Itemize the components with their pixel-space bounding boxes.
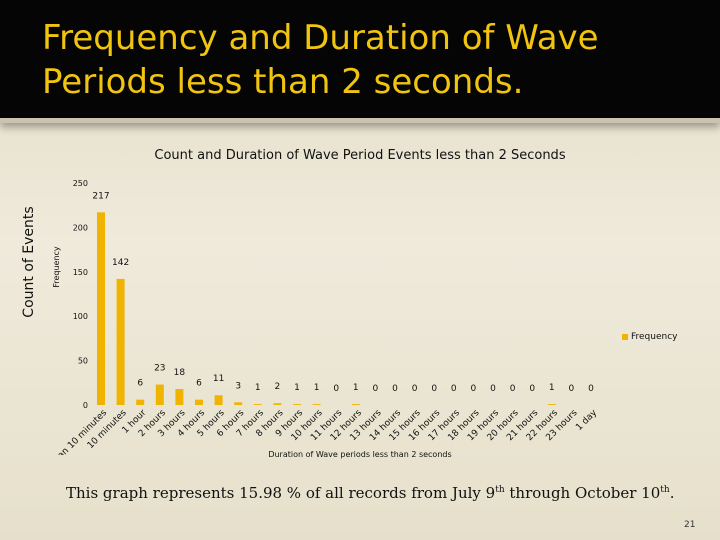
data-label: 142 [112, 258, 129, 268]
data-label: 6 [137, 379, 143, 389]
caption-text-3: . [669, 484, 675, 502]
data-label: 0 [412, 384, 418, 394]
data-label: 23 [154, 364, 165, 374]
data-label: 0 [451, 384, 457, 394]
bar [116, 278, 125, 405]
data-label: 0 [510, 384, 516, 394]
y-tick-label: 150 [73, 268, 88, 277]
bar [97, 212, 105, 405]
caption-sup-2: th [660, 485, 670, 495]
legend-swatch [622, 334, 628, 340]
bar [293, 404, 301, 405]
data-label: 0 [490, 384, 496, 394]
data-label: 1 [353, 383, 359, 393]
caption-text-2: through October 10 [504, 484, 661, 502]
data-label: 0 [569, 384, 575, 394]
data-label: 3 [235, 381, 241, 391]
data-label: 0 [588, 384, 594, 394]
bar [351, 404, 360, 405]
data-label: 6 [196, 379, 202, 389]
legend-label: Frequency [631, 332, 678, 342]
data-label: 2 [275, 382, 281, 392]
bar [312, 404, 321, 405]
data-label: 0 [529, 384, 535, 394]
x-axis-label: Duration of Wave periods less than 2 sec… [268, 450, 452, 459]
caption-sup-1: th [495, 485, 505, 495]
bar [214, 395, 223, 405]
data-label: 1 [255, 383, 261, 393]
bar [253, 404, 262, 405]
data-label: 0 [431, 384, 437, 394]
bar [155, 384, 164, 405]
data-label: 0 [392, 384, 398, 394]
title-band: Frequency and Duration of Wave Periods l… [0, 0, 720, 123]
data-label: 0 [471, 384, 477, 394]
bar [273, 403, 282, 405]
slide-title: Frequency and Duration of Wave Periods l… [42, 18, 599, 102]
data-label: 1 [549, 383, 555, 393]
bar [195, 399, 203, 405]
data-label: 11 [213, 374, 224, 384]
x-tick-label: 1 day [574, 408, 599, 433]
y-tick-label: 0 [83, 401, 88, 410]
bar [136, 399, 145, 405]
y-tick-label: 200 [73, 223, 88, 232]
caption: This graph represents 15.98 % of all rec… [66, 484, 706, 502]
data-label: 0 [373, 384, 379, 394]
y-tick-label: 50 [78, 357, 88, 366]
legend: Frequency [622, 332, 678, 342]
caption-text-1: This graph represents 15.98 % of all rec… [66, 484, 496, 502]
y-tick-label: 250 [73, 179, 88, 188]
y-tick-label: 100 [73, 312, 88, 321]
bar [234, 402, 243, 405]
bar [175, 389, 184, 405]
data-label: 217 [92, 191, 109, 201]
chart-title: Count and Duration of Wave Period Events… [154, 148, 566, 163]
data-label: 0 [333, 384, 339, 394]
data-label: 1 [294, 383, 300, 393]
page-number: 21 [684, 520, 696, 530]
data-label: 18 [174, 368, 186, 378]
data-label: 1 [314, 383, 320, 393]
bar [547, 404, 556, 405]
